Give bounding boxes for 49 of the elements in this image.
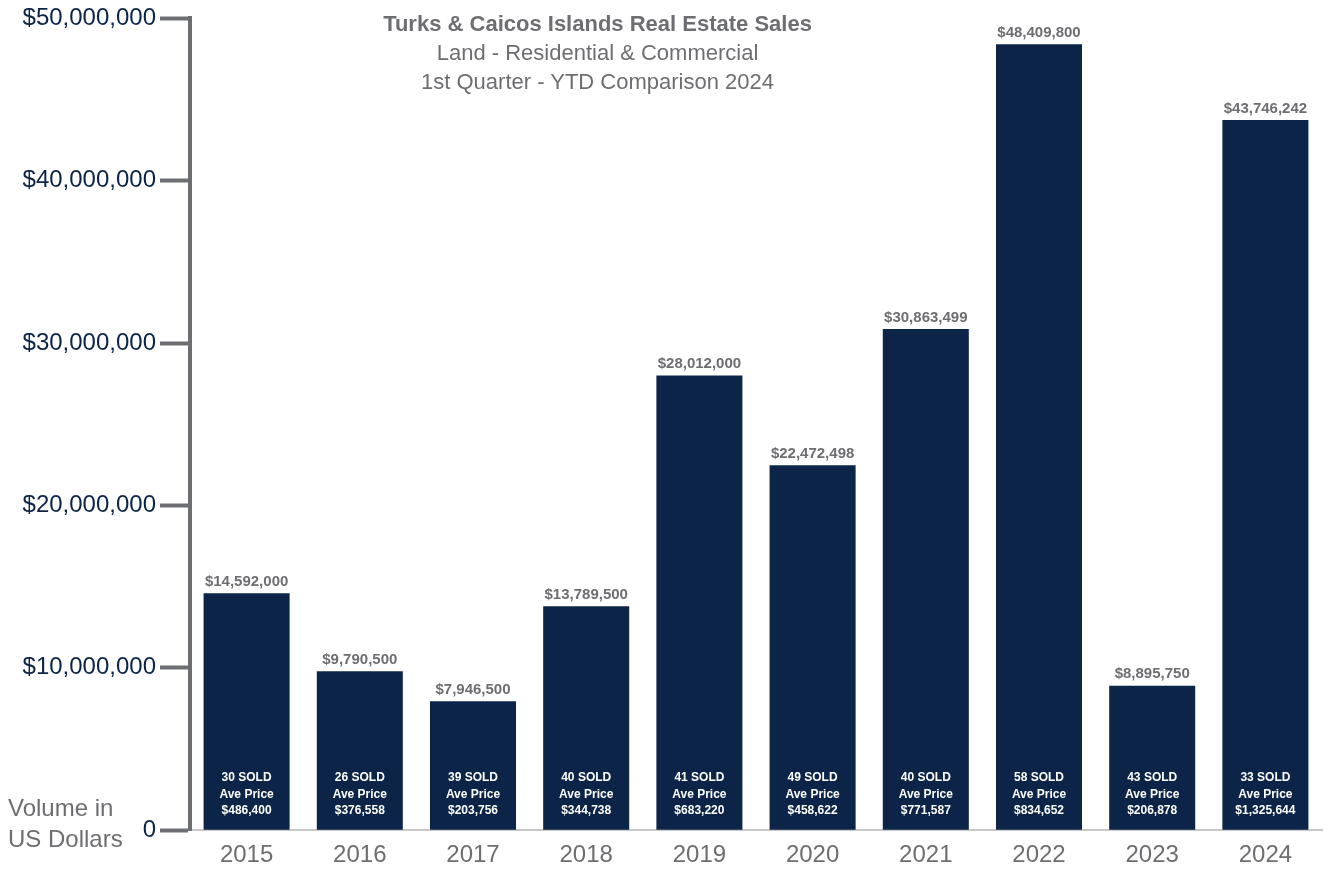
- bar: [882, 329, 969, 830]
- data-label: $14,592,000: [204, 571, 289, 589]
- x-tick-label: 2019: [672, 840, 727, 868]
- y-tick-label: 0: [142, 814, 156, 842]
- y-tick-label: $20,000,000: [22, 490, 156, 518]
- annotation: 33 SOLD Ave Price $1,325,644: [1235, 770, 1296, 818]
- bar: [769, 465, 856, 830]
- bar: [1222, 119, 1309, 830]
- data-label: $30,863,499: [884, 307, 968, 325]
- chart-title: Turks & Caicos Islands Real Estate Sales: [383, 11, 812, 37]
- bar: [316, 671, 403, 830]
- x-tick-label: 2016: [333, 840, 387, 868]
- data-label: $13,789,500: [544, 584, 628, 602]
- y-tick-label: $10,000,000: [22, 652, 156, 680]
- x-tick-label: 2018: [559, 840, 613, 868]
- data-label: $22,472,498: [770, 443, 855, 461]
- annotation: 30 SOLD Ave Price $486,400: [219, 770, 275, 818]
- y-tick-label: $50,000,000: [22, 3, 156, 31]
- bar: [429, 701, 517, 830]
- bar: [995, 44, 1083, 830]
- annotation: 58 SOLD Ave Price $834,652: [1011, 770, 1067, 818]
- x-tick-label: 2020: [785, 840, 840, 868]
- annotation: 39 SOLD Ave Price $203,756: [445, 770, 501, 818]
- data-label: $8,895,750: [1114, 664, 1190, 682]
- x-tick-label: 2017: [446, 840, 500, 868]
- bar: [203, 593, 290, 830]
- x-tick-label: 2024: [1238, 840, 1293, 868]
- data-label: $48,409,800: [997, 22, 1081, 40]
- data-label: $43,746,242: [1223, 98, 1308, 116]
- x-tick-label: 2021: [899, 840, 953, 868]
- y-axis-title: Volume in US Dollars: [8, 793, 123, 852]
- annotation: 40 SOLD Ave Price $771,587: [898, 770, 954, 818]
- text: Land - Residential & Commercial 1st Quarter - YTD Comparison 2024: [421, 40, 774, 95]
- bar: [1109, 685, 1196, 830]
- x-tick-label: 2022: [1012, 840, 1066, 868]
- y-tick-label: $40,000,000: [22, 165, 156, 193]
- annotation: 49 SOLD Ave Price $458,622: [785, 770, 841, 818]
- x-tick-label: 2015: [219, 840, 274, 868]
- data-label: $28,012,000: [657, 354, 742, 372]
- y-tick-label: $30,000,000: [22, 327, 156, 355]
- annotation: 41 SOLD Ave Price $683,220: [672, 770, 727, 818]
- annotation: 40 SOLD Ave Price $344,738: [559, 770, 614, 818]
- data-label: $7,946,500: [435, 679, 511, 697]
- bar: [543, 606, 630, 830]
- annotation: 26 SOLD Ave Price $376,558: [332, 770, 388, 818]
- bar: [656, 375, 743, 830]
- annotation: 43 SOLD Ave Price $206,878: [1125, 770, 1180, 818]
- x-tick-label: 2023: [1125, 840, 1179, 868]
- data-label: $9,790,500: [322, 649, 398, 667]
